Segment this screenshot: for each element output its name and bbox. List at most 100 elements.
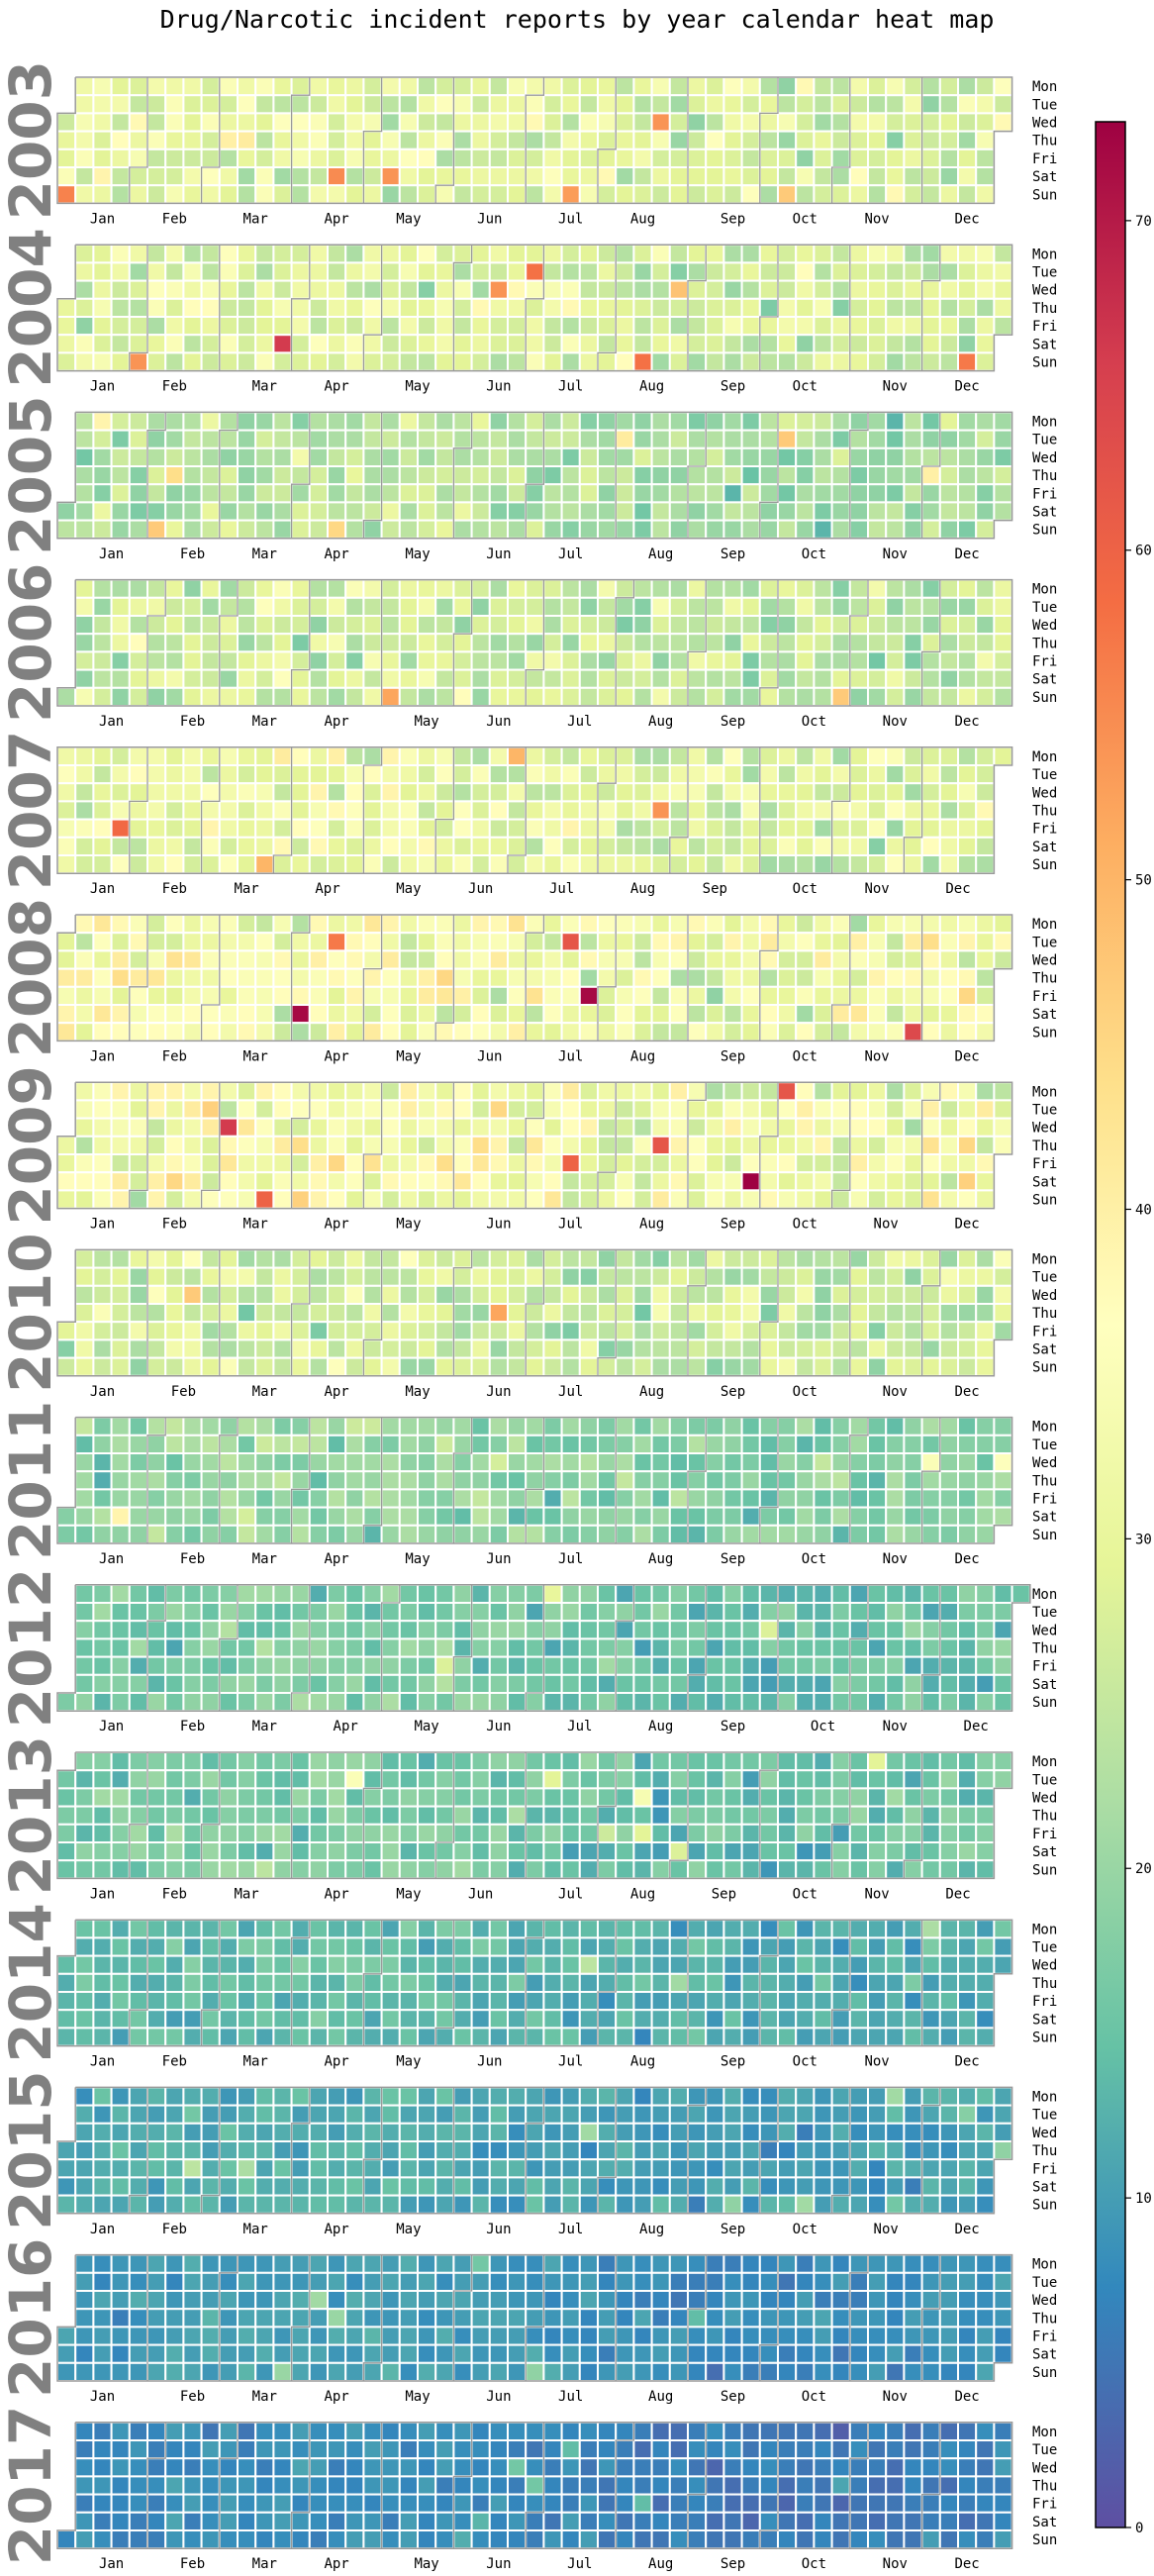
day-cell — [920, 1356, 941, 1377]
day-cell — [290, 1022, 311, 1042]
day-cell — [470, 112, 491, 133]
day-cell — [830, 1673, 851, 1695]
day-cell — [542, 501, 563, 522]
day-cell — [597, 1655, 618, 1676]
day-cell — [578, 633, 599, 653]
day-cell — [615, 949, 635, 970]
day-cell — [542, 184, 563, 205]
day-cell — [92, 1954, 113, 1975]
day-cell — [290, 1823, 311, 1844]
day-cell — [200, 2104, 221, 2125]
day-cell — [470, 818, 491, 839]
month-label: Jun — [486, 379, 511, 395]
day-cell — [938, 1171, 959, 1192]
day-cell — [813, 297, 833, 318]
day-cell — [488, 1303, 509, 1324]
day-cell — [885, 148, 906, 169]
day-cell — [758, 1022, 779, 1042]
day-cell — [830, 76, 851, 97]
day-cell — [146, 1452, 167, 1473]
day-cell — [417, 836, 437, 856]
day-cell — [344, 1488, 365, 1509]
day-cell — [74, 1805, 95, 1826]
day-cell — [164, 1266, 185, 1287]
day-cell — [200, 818, 221, 839]
day-cell — [507, 914, 528, 935]
day-cell — [938, 1488, 959, 1509]
day-cell — [470, 334, 491, 354]
day-cell — [795, 745, 816, 766]
day-cell — [722, 1321, 743, 1341]
day-cell — [488, 2194, 509, 2215]
day-cell — [507, 1022, 528, 1042]
day-cell — [722, 1081, 743, 1102]
day-cell — [308, 130, 329, 150]
day-cell — [380, 184, 401, 205]
day-cell — [417, 1171, 437, 1192]
day-cell — [344, 633, 365, 653]
day-cell — [632, 2009, 653, 2030]
day-cell — [110, 483, 131, 504]
day-cell — [290, 967, 311, 988]
day-cell — [687, 446, 708, 467]
day-cell — [615, 2009, 635, 2030]
day-cell — [758, 261, 779, 282]
day-cell — [507, 1991, 528, 2012]
day-cell — [507, 465, 528, 486]
day-cell — [975, 1303, 996, 1324]
day-cell — [237, 1954, 257, 1975]
day-cell — [110, 633, 131, 653]
day-cell — [758, 166, 779, 187]
day-cell — [290, 1470, 311, 1491]
day-cell — [903, 1859, 923, 1880]
day-cell — [308, 1787, 329, 1808]
day-cell — [687, 650, 708, 671]
day-cell — [218, 854, 240, 875]
month-boundary — [597, 1249, 617, 1376]
year-panel-2012: 2012 Jan Feb Mar Apr May Jun Jul Aug Sep Oct Nov Dec… — [0, 1568, 1057, 1734]
year-outline — [56, 1416, 1013, 1544]
day-cell — [200, 351, 221, 372]
day-cell — [488, 1655, 509, 1676]
day-cell — [705, 148, 725, 169]
day-cell — [470, 745, 491, 766]
day-cell — [182, 411, 203, 432]
day-cell — [344, 578, 365, 599]
day-cell — [668, 166, 689, 187]
day-cell — [218, 465, 240, 486]
day-cell — [146, 1321, 167, 1341]
day-cell — [110, 1338, 131, 1359]
month-label: Feb — [162, 1217, 187, 1233]
weekday-label: Sun — [1032, 1360, 1057, 1376]
day-cell — [668, 1004, 689, 1025]
day-cell — [957, 578, 978, 599]
day-cell — [740, 1805, 761, 1826]
day-cell — [488, 1972, 509, 1994]
day-cell — [362, 668, 383, 689]
day-cell — [470, 1153, 491, 1174]
day-cell — [885, 1506, 906, 1527]
day-cell — [164, 818, 185, 839]
day-cell — [92, 1248, 113, 1269]
day-cell — [687, 1620, 708, 1640]
day-cell — [542, 1655, 563, 1676]
day-cell — [813, 519, 833, 540]
day-cell — [92, 596, 113, 617]
day-cell — [777, 1859, 798, 1880]
day-cell — [272, 94, 293, 115]
day-cell — [290, 2176, 311, 2197]
day-cell — [830, 1416, 851, 1437]
day-cell — [182, 1135, 203, 1156]
day-cell — [327, 1673, 347, 1695]
day-cell — [758, 1936, 779, 1957]
day-cell — [488, 949, 509, 970]
day-cell — [687, 745, 708, 766]
day-cell — [290, 94, 311, 115]
day-cell — [92, 411, 113, 432]
day-cell — [777, 1022, 798, 1042]
day-cell — [777, 1602, 798, 1623]
month-label: Jan — [90, 1384, 115, 1400]
day-cell — [687, 1936, 708, 1957]
day-cell — [795, 1284, 816, 1306]
day-cell — [597, 1673, 618, 1695]
